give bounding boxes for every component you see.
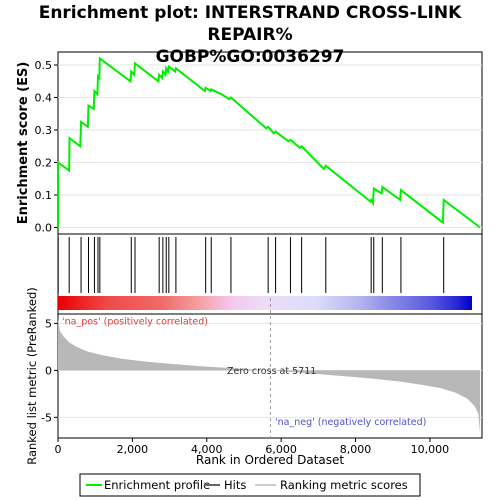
x-tick-label: 2,000 xyxy=(117,443,149,456)
es-tick-label: 0.1 xyxy=(35,189,53,202)
x-tick-label: 4,000 xyxy=(191,443,223,456)
es-tick-label: 0.2 xyxy=(35,157,53,170)
x-tick-label: 0 xyxy=(55,443,62,456)
es-tick-label: 0.3 xyxy=(35,124,53,137)
es-y-axis-label: Enrichment score (ES) xyxy=(16,62,31,225)
es-tick-label: 0.0 xyxy=(35,222,53,235)
x-tick-label: 8,000 xyxy=(340,443,372,456)
metric-y-axis-label: Ranked list metric (PreRanked) xyxy=(25,287,39,465)
x-axis-label: Rank in Ordered Dataset xyxy=(196,453,344,467)
metric-y-ticks: 5 0 -5 xyxy=(41,317,58,424)
hits-marks xyxy=(57,237,445,293)
metric-tick-label: 0 xyxy=(45,364,52,377)
enrichment-profile-line xyxy=(57,56,481,229)
zero-cross-label: Zero cross at 5711 xyxy=(227,366,316,377)
x-tick-label: 6,000 xyxy=(265,443,297,456)
es-tick-label: 0.4 xyxy=(35,92,53,105)
metric-tick-label: -5 xyxy=(41,411,52,424)
ranking-color-bar xyxy=(58,296,472,310)
legend-frame xyxy=(79,473,421,497)
legend-enrichment-label: Enrichment profile xyxy=(104,478,210,492)
es-y-ticks: 0.0 0.1 0.2 0.3 0.4 0.5 xyxy=(35,59,58,235)
neg-correlated-label: 'na_neg' (negatively correlated) xyxy=(275,417,426,428)
legend: Enrichment profile Hits Ranking metric s… xyxy=(79,473,421,497)
legend-ranking-label: Ranking metric scores xyxy=(280,478,408,492)
es-panel-frame xyxy=(57,51,483,235)
pos-correlated-label: 'na_pos' (positively correlated) xyxy=(62,316,208,327)
chart-title-line1: Enrichment plot: INTERSTRAND CROSS-LINK … xyxy=(38,3,462,45)
es-tick-label: 0.5 xyxy=(35,59,53,72)
x-tick-label: 10,000 xyxy=(411,443,450,456)
metric-tick-label: 5 xyxy=(45,317,52,330)
legend-hits-label: Hits xyxy=(224,478,246,492)
x-axis-ticks: 0 2,000 4,000 6,000 8,000 10,000 xyxy=(55,438,450,456)
ranking-metric-area xyxy=(58,318,481,435)
